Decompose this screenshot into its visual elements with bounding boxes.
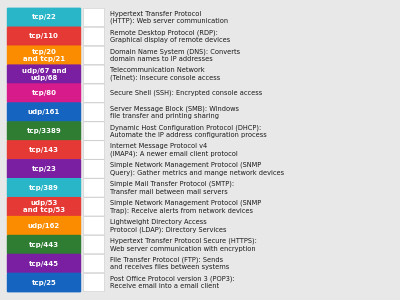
FancyBboxPatch shape bbox=[7, 121, 81, 141]
Text: tcp/143: tcp/143 bbox=[29, 147, 59, 153]
Text: Lightweight Directory Access
Protocol (LDAP): Directory Services: Lightweight Directory Access Protocol (L… bbox=[110, 219, 226, 232]
Text: tcp/22: tcp/22 bbox=[32, 14, 56, 20]
Text: udp/162: udp/162 bbox=[28, 223, 60, 229]
Text: Simple Network Management Protocol (SNMP
Query): Gather metrics and mange networ: Simple Network Management Protocol (SNMP… bbox=[110, 162, 284, 176]
Text: Secure Shell (SSH): Encrypted console access: Secure Shell (SSH): Encrypted console ac… bbox=[110, 90, 262, 97]
Text: udp/161: udp/161 bbox=[28, 109, 60, 115]
FancyBboxPatch shape bbox=[7, 102, 81, 122]
FancyBboxPatch shape bbox=[84, 160, 104, 178]
Text: Domain Name System (DNS): Converts
domain names to IP addresses: Domain Name System (DNS): Converts domai… bbox=[110, 49, 240, 62]
FancyBboxPatch shape bbox=[84, 27, 104, 46]
FancyBboxPatch shape bbox=[84, 103, 104, 121]
FancyBboxPatch shape bbox=[84, 141, 104, 159]
FancyBboxPatch shape bbox=[7, 140, 81, 160]
FancyBboxPatch shape bbox=[84, 65, 104, 83]
Text: tcp/110: tcp/110 bbox=[29, 33, 59, 39]
Text: tcp/20
and tcp/21: tcp/20 and tcp/21 bbox=[23, 49, 65, 62]
FancyBboxPatch shape bbox=[7, 197, 81, 217]
FancyBboxPatch shape bbox=[84, 8, 104, 27]
Text: Hypertext Transfer Protocol Secure (HTTPS):
Web server communication with encryp: Hypertext Transfer Protocol Secure (HTTP… bbox=[110, 238, 257, 251]
Text: Post Office Protocol version 3 (POP3):
Receive email into a email client: Post Office Protocol version 3 (POP3): R… bbox=[110, 276, 235, 289]
FancyBboxPatch shape bbox=[7, 216, 81, 236]
Text: udp/53
and tcp/53: udp/53 and tcp/53 bbox=[23, 200, 65, 213]
Text: File Transfer Protocol (FTP): Sends
and receives files between systems: File Transfer Protocol (FTP): Sends and … bbox=[110, 257, 229, 271]
Text: Hypertext Transfer Protocol
(HTTP): Web server communication: Hypertext Transfer Protocol (HTTP): Web … bbox=[110, 11, 228, 24]
FancyBboxPatch shape bbox=[84, 217, 104, 235]
Text: Telecommunication Network
(Telnet): Insecure console access: Telecommunication Network (Telnet): Inse… bbox=[110, 68, 220, 81]
Text: Simple Network Management Protocol (SNMP
Trap): Receive alerts from network devi: Simple Network Management Protocol (SNMP… bbox=[110, 200, 261, 214]
FancyBboxPatch shape bbox=[7, 46, 81, 65]
FancyBboxPatch shape bbox=[7, 235, 81, 254]
FancyBboxPatch shape bbox=[7, 26, 81, 46]
Text: tcp/23: tcp/23 bbox=[32, 166, 56, 172]
FancyBboxPatch shape bbox=[84, 236, 104, 254]
FancyBboxPatch shape bbox=[7, 254, 81, 274]
FancyBboxPatch shape bbox=[84, 198, 104, 216]
FancyBboxPatch shape bbox=[84, 84, 104, 102]
FancyBboxPatch shape bbox=[84, 254, 104, 273]
FancyBboxPatch shape bbox=[7, 8, 81, 27]
Text: Server Message Block (SMB): Windows
file transfer and printing sharing: Server Message Block (SMB): Windows file… bbox=[110, 105, 239, 119]
FancyBboxPatch shape bbox=[7, 83, 81, 103]
Text: tcp/445: tcp/445 bbox=[29, 261, 59, 267]
FancyBboxPatch shape bbox=[7, 273, 81, 292]
FancyBboxPatch shape bbox=[84, 46, 104, 64]
Text: tcp/3389: tcp/3389 bbox=[27, 128, 61, 134]
Text: Remote Desktop Protocol (RDP):
Graphical display of remote devices: Remote Desktop Protocol (RDP): Graphical… bbox=[110, 29, 230, 43]
FancyBboxPatch shape bbox=[84, 179, 104, 197]
FancyBboxPatch shape bbox=[7, 64, 81, 84]
Text: tcp/443: tcp/443 bbox=[29, 242, 59, 248]
Text: tcp/389: tcp/389 bbox=[29, 185, 59, 191]
Text: tcp/25: tcp/25 bbox=[32, 280, 56, 286]
Text: tcp/80: tcp/80 bbox=[32, 90, 56, 96]
Text: udp/67 and
udp/68: udp/67 and udp/68 bbox=[22, 68, 66, 81]
Text: Internet Message Protocol v4
(IMAP4): A newer email client protocol: Internet Message Protocol v4 (IMAP4): A … bbox=[110, 143, 238, 157]
FancyBboxPatch shape bbox=[7, 178, 81, 198]
FancyBboxPatch shape bbox=[84, 273, 104, 292]
Text: Simple Mail Transfer Protocol (SMTP):
Transfer mail between mail servers: Simple Mail Transfer Protocol (SMTP): Tr… bbox=[110, 181, 234, 195]
FancyBboxPatch shape bbox=[7, 159, 81, 179]
FancyBboxPatch shape bbox=[84, 122, 104, 140]
Text: Dynamic Host Configuration Protocol (DHCP):
Automate the IP address configuratio: Dynamic Host Configuration Protocol (DHC… bbox=[110, 124, 267, 138]
